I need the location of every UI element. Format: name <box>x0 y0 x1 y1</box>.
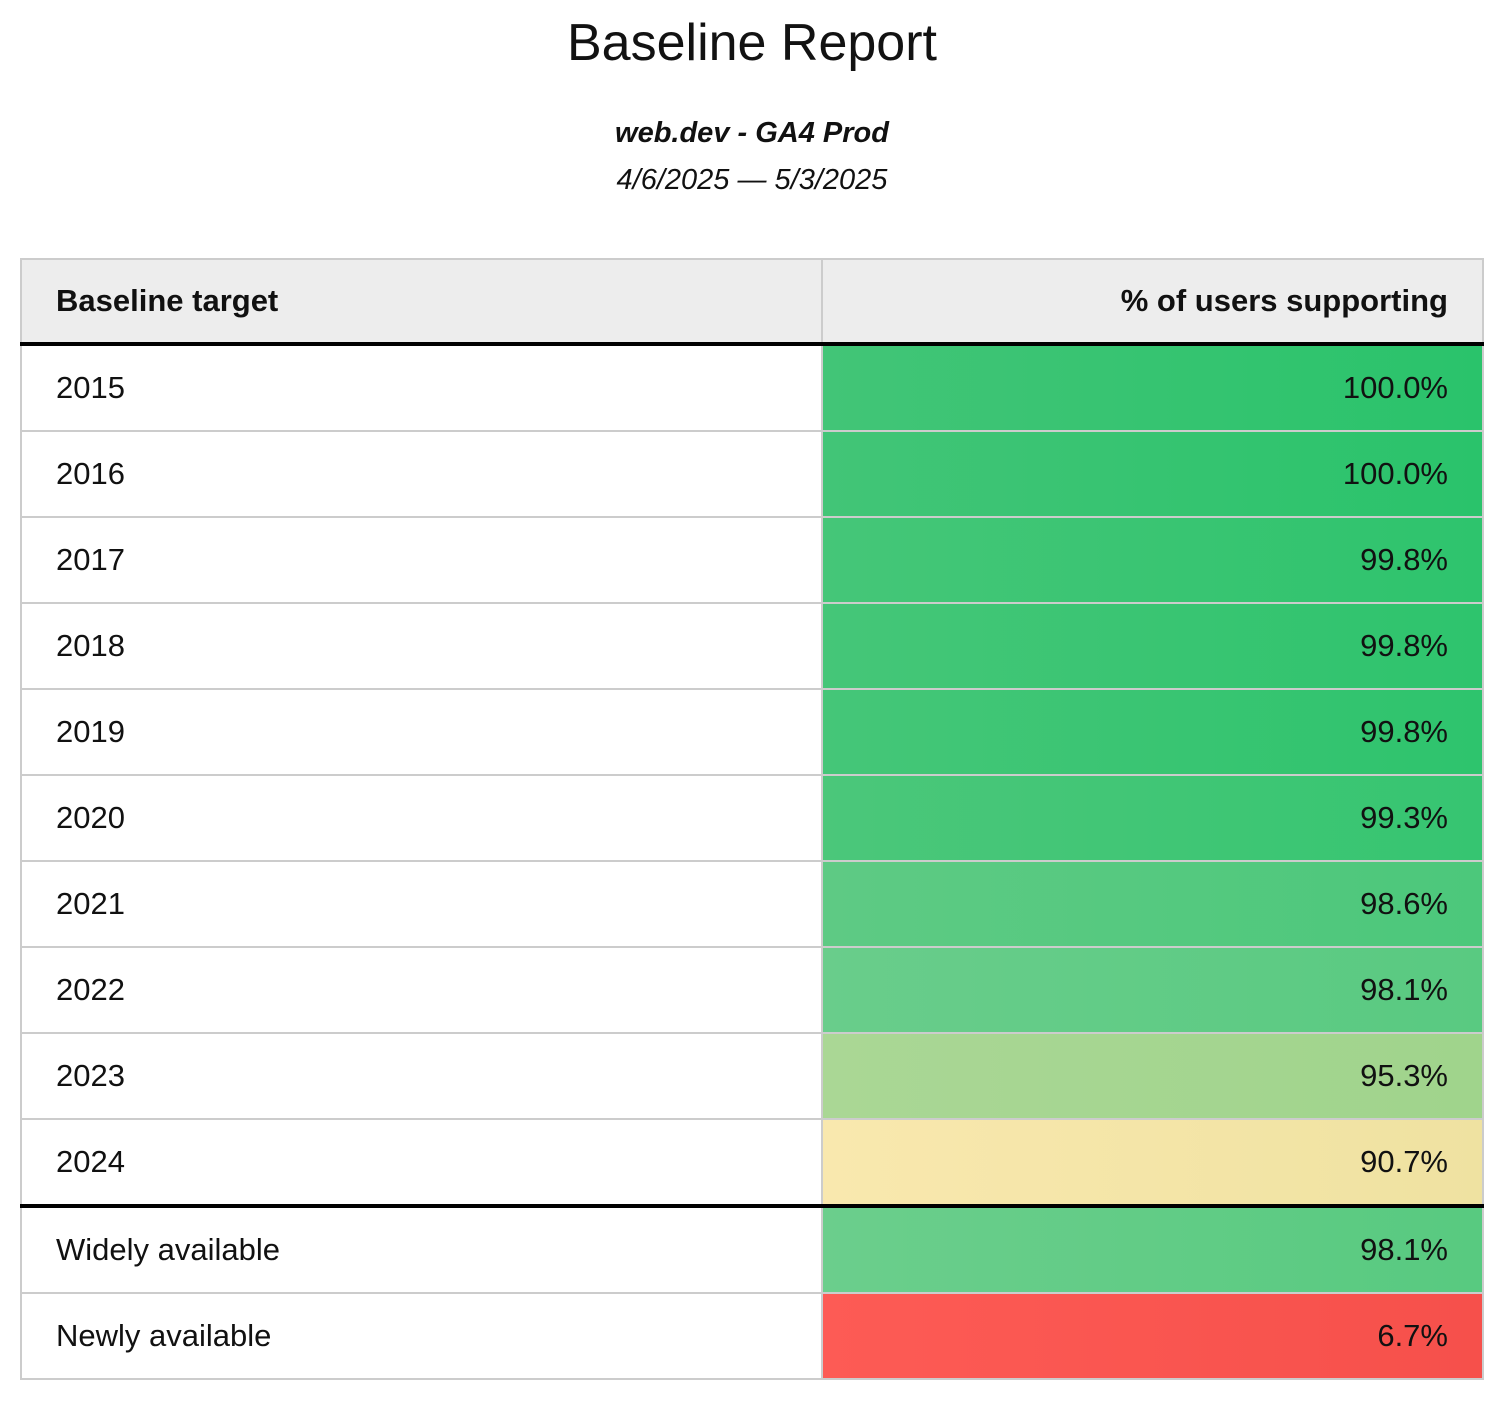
table-row: 2023 95.3% <box>20 1031 1484 1120</box>
table-row: Newly available 6.7% <box>20 1291 1484 1380</box>
percent-supporting-cell: 99.8% <box>821 687 1484 776</box>
percent-supporting-cell: 98.1% <box>821 1204 1484 1294</box>
baseline-target-cell: 2016 <box>20 429 823 518</box>
baseline-target-cell: 2024 <box>20 1117 823 1208</box>
report-subtitle: web.dev - GA4 Prod <box>615 117 889 150</box>
percent-supporting-cell: 98.1% <box>821 945 1484 1034</box>
report-date-range: 4/6/2025 — 5/3/2025 <box>616 164 888 197</box>
baseline-target-cell: 2017 <box>20 515 823 604</box>
baseline-target-cell: Widely available <box>20 1204 823 1294</box>
table-row: 2016 100.0% <box>20 429 1484 518</box>
column-header-percent-users-supporting: % of users supporting <box>821 257 1484 346</box>
header-row: Baseline target % of users supporting <box>20 257 1484 346</box>
table-row: 2018 99.8% <box>20 601 1484 690</box>
percent-supporting-cell: 95.3% <box>821 1031 1484 1120</box>
baseline-target-cell: 2015 <box>20 342 823 432</box>
table-row: 2017 99.8% <box>20 515 1484 604</box>
baseline-target-cell: Newly available <box>20 1291 823 1380</box>
table-row: 2024 90.7% <box>20 1117 1484 1208</box>
table-header: Baseline target % of users supporting <box>20 257 1484 346</box>
baseline-target-cell: 2020 <box>20 773 823 862</box>
baseline-target-cell: 2021 <box>20 859 823 948</box>
percent-supporting-cell: 100.0% <box>821 342 1484 432</box>
table-row: 2022 98.1% <box>20 945 1484 1034</box>
table-row: Widely available 98.1% <box>20 1204 1484 1294</box>
baseline-target-cell: 2022 <box>20 945 823 1034</box>
page-title: Baseline Report <box>567 14 937 72</box>
table-row: 2019 99.8% <box>20 687 1484 776</box>
column-header-baseline-target: Baseline target <box>20 257 823 346</box>
baseline-table: Baseline target % of users supporting 20… <box>20 257 1484 1380</box>
percent-supporting-cell: 99.8% <box>821 601 1484 690</box>
table-body: 2015 100.0% 2016 100.0% 2017 99.8% 2018 … <box>20 342 1484 1380</box>
baseline-target-cell: 2023 <box>20 1031 823 1120</box>
percent-supporting-cell: 100.0% <box>821 429 1484 518</box>
baseline-target-cell: 2018 <box>20 601 823 690</box>
table-row: 2021 98.6% <box>20 859 1484 948</box>
percent-supporting-cell: 6.7% <box>821 1291 1484 1380</box>
baseline-target-cell: 2019 <box>20 687 823 776</box>
percent-supporting-cell: 90.7% <box>821 1117 1484 1208</box>
percent-supporting-cell: 99.3% <box>821 773 1484 862</box>
table-row: 2020 99.3% <box>20 773 1484 862</box>
percent-supporting-cell: 98.6% <box>821 859 1484 948</box>
table-row: 2015 100.0% <box>20 342 1484 432</box>
percent-supporting-cell: 99.8% <box>821 515 1484 604</box>
